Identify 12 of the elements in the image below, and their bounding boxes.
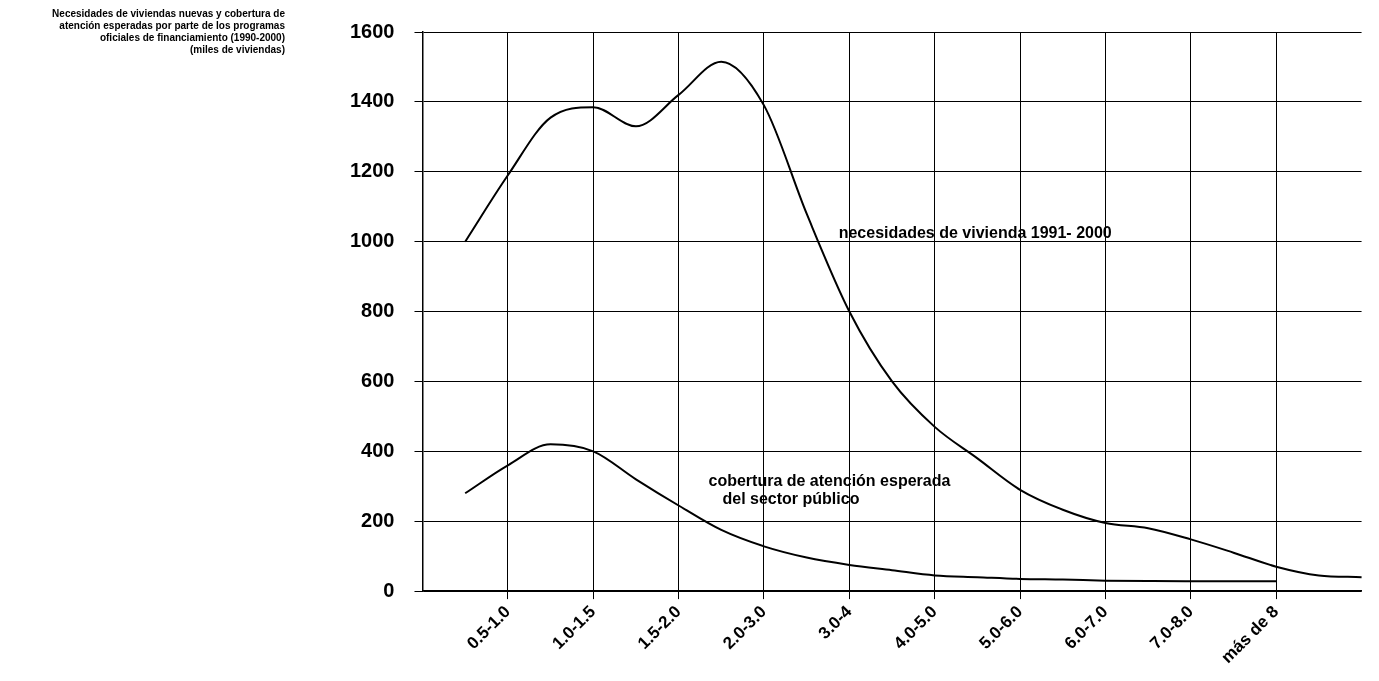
- y-tick-label: 1000: [349, 229, 395, 252]
- y-tick-label: 1200: [349, 159, 395, 182]
- y-tick-label: 0: [383, 578, 395, 601]
- y-tick-label: 1600: [349, 19, 395, 42]
- y-tick-label: 600: [361, 368, 395, 391]
- y-tick-label: 800: [361, 299, 395, 322]
- y-tick-label: 1400: [349, 89, 395, 112]
- y-tick-label: 400: [361, 438, 395, 461]
- y-tick-label: 200: [361, 508, 395, 531]
- x-tick-label: más de 8: [1217, 602, 1283, 667]
- text: Necesidades de viviendas nuevas y cobertura de atención esperadas por parte de los programas oficiales de financiamiento (1990-2000): [51, 8, 285, 44]
- text: (miles de viviendas): [188, 44, 285, 56]
